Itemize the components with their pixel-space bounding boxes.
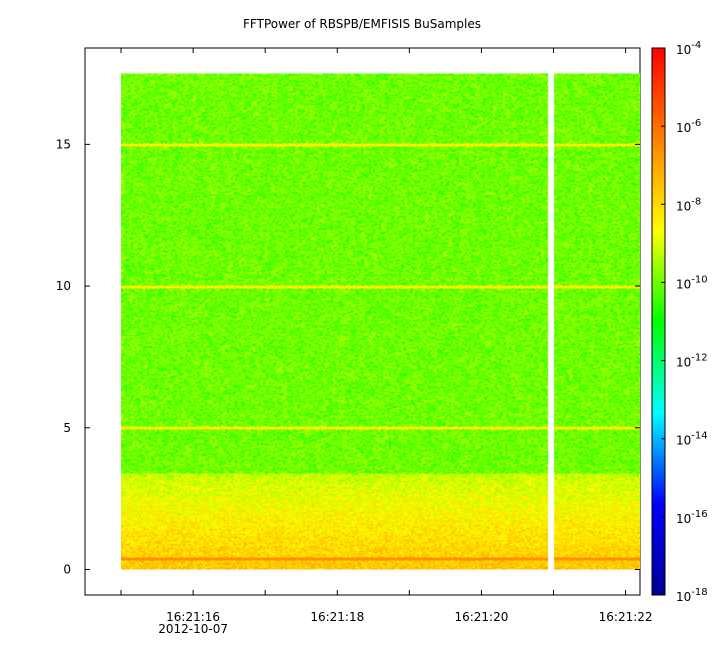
y-tick-label: 15 — [56, 137, 71, 151]
colorbar-tick-label: 10-8 — [676, 196, 701, 213]
x-tick-label: 16:21:18 — [310, 610, 364, 624]
spectrogram-image — [121, 73, 641, 570]
y-tick-label: 10 — [56, 279, 71, 293]
colorbar-tick-label: 10-6 — [676, 118, 701, 135]
colorbar-tick-label: 10-14 — [676, 431, 708, 448]
x-tick-label: 16:21:16 — [166, 610, 220, 624]
colorbar-tick-label: 10-10 — [676, 274, 708, 291]
spectrogram-raster — [121, 73, 641, 570]
x-tick-label: 16:21:22 — [599, 610, 653, 624]
colorbar-tick-label: 10-16 — [676, 509, 708, 526]
chart-title: FFTPower of RBSPB/EMFISIS BuSamples — [243, 17, 481, 31]
colorbar-tick-label: 10-12 — [676, 353, 708, 370]
colorbar-axis: 10-4 10-6 10-8 10-10 10-12 10-14 10-16 10-18 — [661, 40, 708, 604]
x-tick-date-label: 2012-10-07 — [158, 622, 228, 636]
colorbar — [651, 47, 666, 596]
y-axis: 0 5 10 15 — [56, 137, 640, 576]
x-tick-label: 16:21:20 — [454, 610, 508, 624]
colorbar-tick-label: 10-4 — [676, 40, 701, 57]
y-tick-label: 0 — [63, 562, 71, 576]
colorbar-tick-label: 10-18 — [676, 587, 708, 604]
y-tick-label: 5 — [63, 421, 71, 435]
